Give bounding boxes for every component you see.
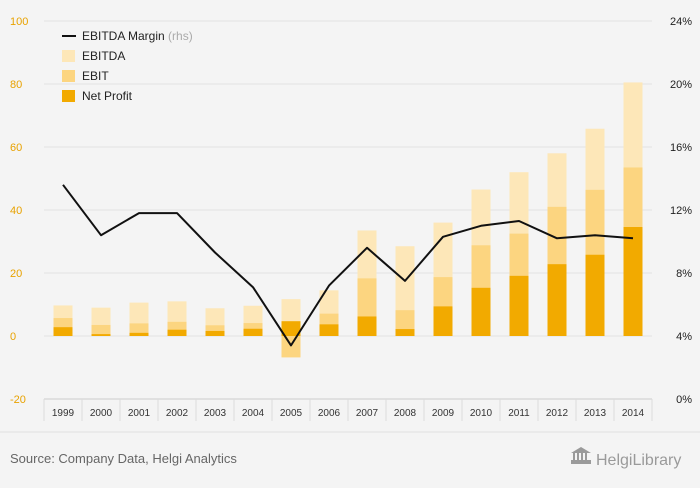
net-profit-bar (281, 321, 301, 336)
net-profit-bar (547, 264, 567, 336)
right-tick-label: 8% (676, 268, 692, 280)
left-tick-label: 20 (10, 268, 22, 280)
ebitda-margin-line (62, 184, 634, 347)
net-profit-bar (91, 334, 111, 336)
ebit-legend-swatch (62, 70, 75, 82)
x-tick-label: 2005 (280, 408, 303, 419)
x-tick-label: 2000 (90, 408, 113, 419)
net-profit-bar (53, 327, 73, 336)
left-tick-label: -20 (10, 394, 26, 406)
left-tick-label: 100 (10, 16, 28, 28)
left-tick-label: 40 (10, 205, 22, 217)
right-tick-label: 16% (670, 142, 692, 154)
net-profit-bar (433, 306, 453, 336)
x-tick-label: 2002 (166, 408, 189, 419)
net-profit-legend-label: Net Profit (82, 89, 133, 103)
x-tick-label: 1999 (52, 408, 75, 419)
net-profit-bar (243, 328, 263, 336)
x-tick-label: 2009 (432, 408, 455, 419)
left-axis: -20 0 20 40 60 80 100 (10, 16, 28, 406)
helgi-logo: HelgiLibrary (571, 447, 681, 469)
net-profit-bar (129, 332, 149, 336)
source-note: Source: Company Data, Helgi Analytics (10, 451, 237, 466)
x-tick-label: 2012 (546, 408, 569, 419)
left-tick-label: 0 (10, 331, 16, 343)
net-profit-bar (205, 330, 225, 336)
net-profit-bar (471, 287, 491, 336)
footer: Source: Company Data, Helgi Analytics He… (0, 431, 700, 469)
left-tick-label: 60 (10, 142, 22, 154)
ebit-legend-label: EBIT (82, 69, 109, 83)
x-tick-label: 2010 (470, 408, 493, 419)
right-axis: 0% 4% 8% 12% 16% 20% 24% (670, 16, 692, 406)
x-tick-label: 2004 (242, 408, 265, 419)
library-icon (571, 447, 591, 464)
ebit-bar (205, 325, 225, 336)
x-axis: 1999 2000 2001 2002 2003 2004 2005 2006 2007 2008… (43, 398, 653, 421)
legend: EBITDA Margin (rhs) EBITDA EBIT Net Profit (62, 29, 193, 103)
right-tick-label: 4% (676, 331, 692, 343)
net-profit-bar (167, 329, 187, 336)
margin-line (62, 184, 634, 347)
ebit-bar (91, 324, 111, 336)
x-tick-label: 2001 (128, 408, 151, 419)
ebitda-margin-legend-label: EBITDA Margin (rhs) (82, 29, 193, 43)
net-profit-legend-swatch (62, 90, 75, 102)
net-profit-bar (357, 316, 377, 336)
right-tick-label: 0% (676, 394, 692, 406)
net-profit-bar (319, 324, 339, 336)
left-tick-label: 80 (10, 79, 22, 91)
x-tick-label: 2006 (318, 408, 341, 419)
x-tick-label: 2007 (356, 408, 379, 419)
x-tick-label: 2003 (204, 408, 227, 419)
x-tick-label: 2011 (508, 408, 530, 419)
net-profit-bar (395, 329, 415, 336)
x-tick-label: 2014 (622, 408, 645, 419)
ebitda-legend-label: EBITDA (82, 49, 125, 63)
x-tick-label: 2008 (394, 408, 417, 419)
net-profit-bar (623, 227, 643, 336)
right-tick-label: 24% (670, 16, 692, 28)
ebitda-legend-swatch (62, 50, 75, 62)
net-profit-bar (509, 275, 529, 336)
bars (53, 82, 643, 358)
rhs-note: (rhs) (165, 29, 193, 43)
net-profit-bar (585, 254, 605, 336)
right-tick-label: 12% (670, 205, 692, 217)
x-tick-label: 2013 (584, 408, 607, 419)
ebit-bar (281, 336, 301, 358)
brand-name: HelgiLibrary (596, 452, 681, 469)
right-tick-label: 20% (670, 79, 692, 91)
